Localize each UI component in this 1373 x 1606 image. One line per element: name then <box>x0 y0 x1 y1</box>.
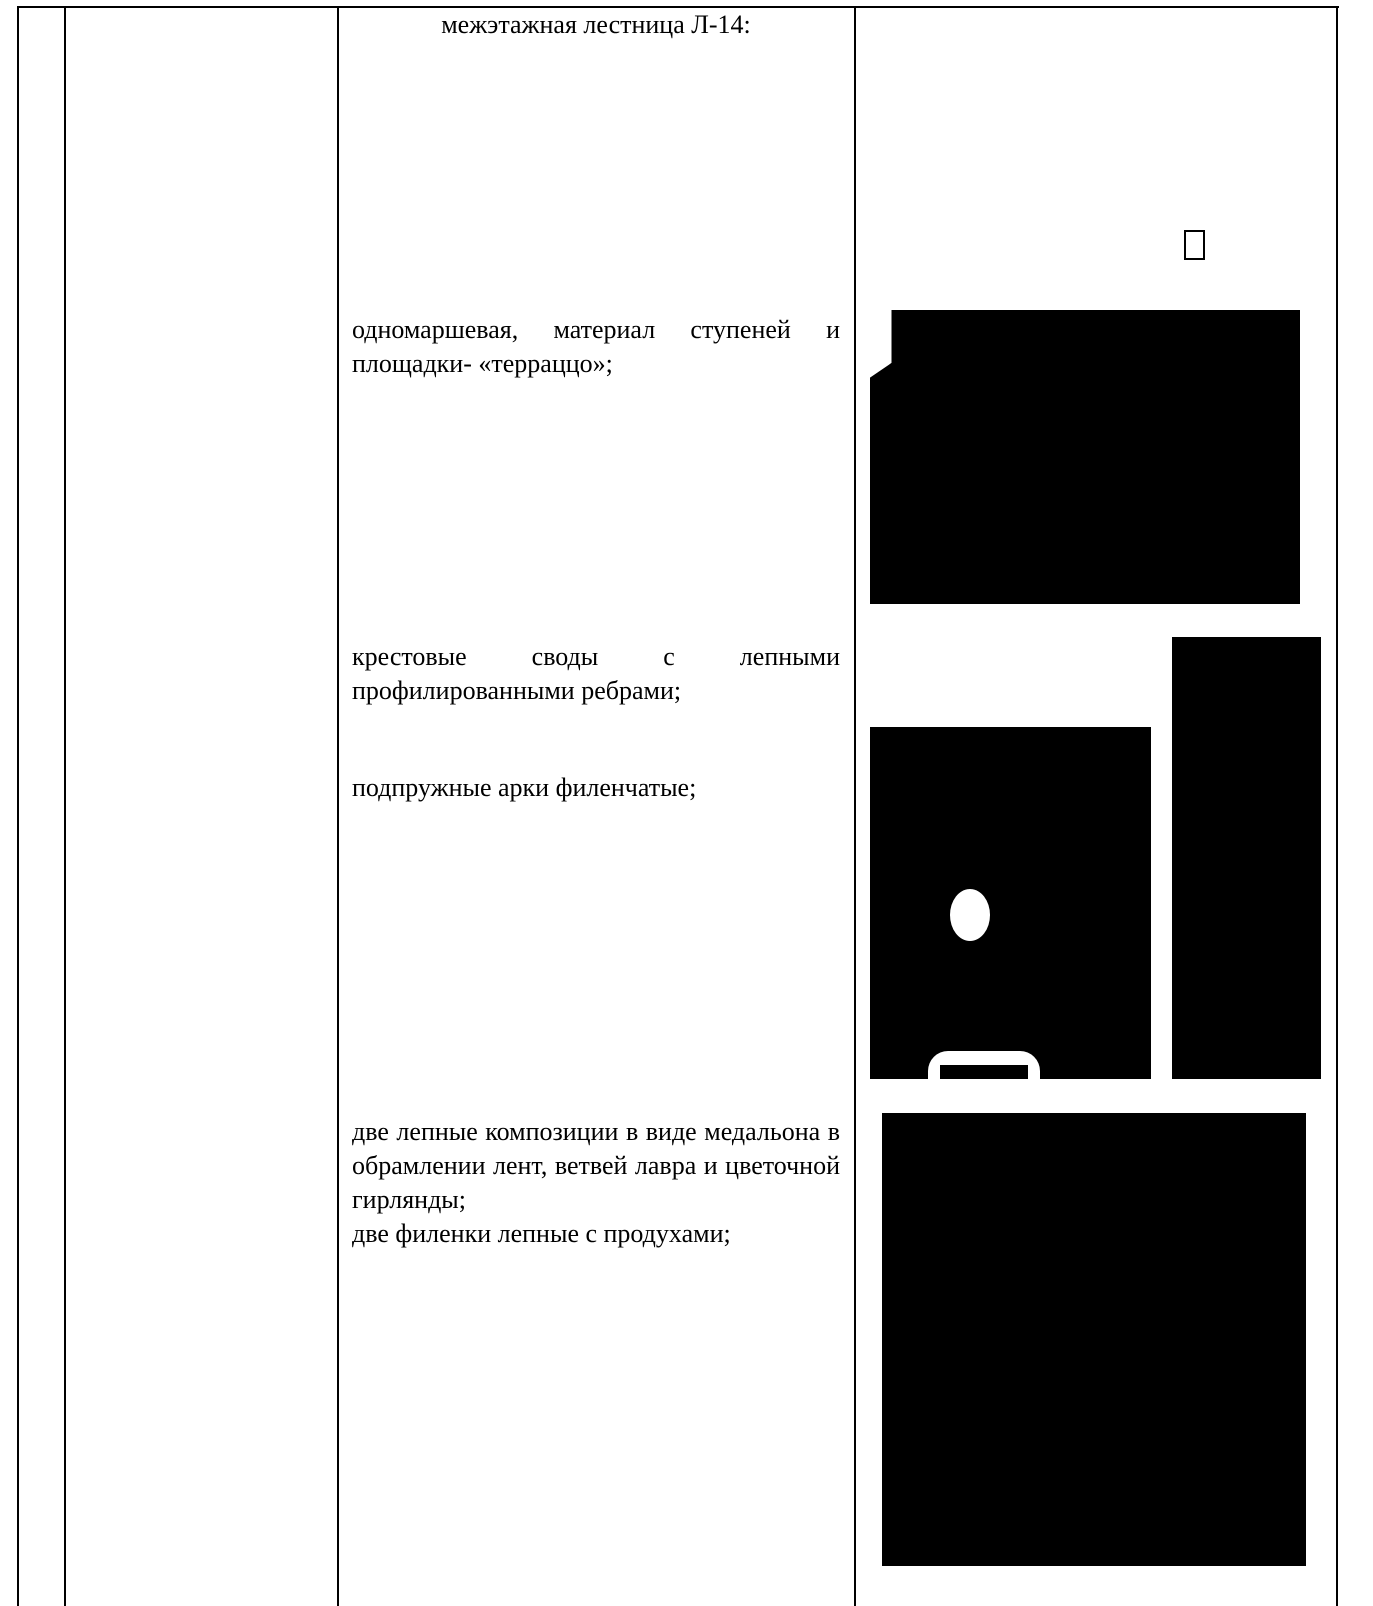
column-border <box>64 7 66 1606</box>
photo <box>882 1113 1306 1566</box>
photo <box>1172 637 1321 1079</box>
column-border <box>337 7 339 1606</box>
item-text: крестовые своды с лепными профилированны… <box>352 642 840 705</box>
item-text: одномаршевая, материал ступеней и площад… <box>352 315 840 378</box>
icon <box>1184 230 1205 260</box>
photo <box>870 310 1300 604</box>
photo <box>870 727 1151 1079</box>
table-border <box>1336 7 1338 1606</box>
table-top-border <box>17 6 1339 8</box>
table-border <box>17 7 19 1606</box>
item-text: две лепные композиции в виде медальона в… <box>352 1117 840 1214</box>
item-text: подпружные арки филенчатые; <box>352 773 697 802</box>
column-border <box>854 7 856 1606</box>
heading: межэтажная лестница Л-14: <box>441 10 751 39</box>
item-text: две филенки лепные с продухами; <box>352 1219 731 1248</box>
